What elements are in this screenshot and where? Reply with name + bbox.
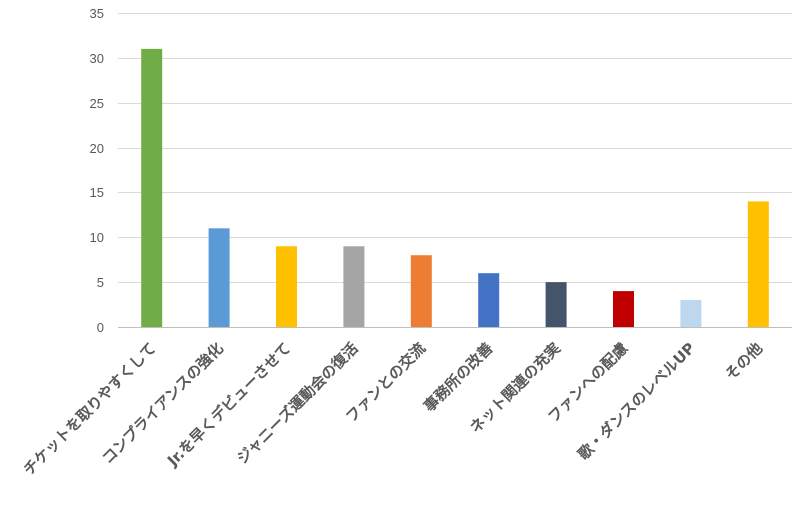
x-tick-label: Jr.を早くデビューさせて xyxy=(163,339,294,470)
bars xyxy=(141,48,769,328)
y-tick-label: 30 xyxy=(90,51,104,66)
bar xyxy=(747,201,769,327)
y-tick-label: 35 xyxy=(90,6,104,21)
bar xyxy=(276,246,297,327)
y-tick-label: 0 xyxy=(97,320,104,335)
bar xyxy=(343,246,365,327)
bar xyxy=(141,48,163,328)
y-axis: 0 5 10 15 20 25 30 35 xyxy=(90,6,104,335)
y-tick-label: 10 xyxy=(90,230,104,245)
x-tick-label: その他 xyxy=(722,339,767,384)
bar xyxy=(410,255,432,327)
x-tick-label: チケットを取りやすくして xyxy=(20,339,160,479)
y-tick-label: 5 xyxy=(97,275,104,290)
bar xyxy=(478,273,500,327)
x-tick-label: 歌・ダンスのレベルUP xyxy=(574,339,698,463)
x-axis: チケットを取りやすくしてコンプライアンスの強化Jr.を早くデビューさせてジャニー… xyxy=(20,339,766,479)
y-tick-label: 20 xyxy=(90,141,104,156)
y-tick-label: 15 xyxy=(90,185,104,200)
bar xyxy=(545,282,567,327)
x-tick-label: ジャニーズ運動会の復活 xyxy=(233,339,361,467)
y-tick-label: 25 xyxy=(90,96,104,111)
gridlines xyxy=(118,13,792,328)
bar xyxy=(613,291,634,327)
x-tick-label: コンプライアンスの強化 xyxy=(98,339,226,467)
bar xyxy=(680,300,702,327)
bar xyxy=(208,228,230,327)
